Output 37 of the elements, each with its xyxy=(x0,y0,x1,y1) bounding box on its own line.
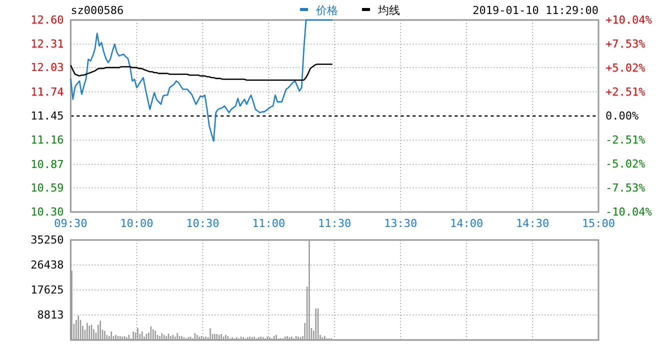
legend-label: 均线 xyxy=(377,4,400,17)
y2-tick-label: -5.02% xyxy=(606,158,646,171)
x-tick-label: 09:30 xyxy=(54,216,88,230)
y-tick-label: 17625 xyxy=(30,284,64,297)
y2-tick-label: 0.00% xyxy=(606,110,639,123)
x-tick-label: 14:00 xyxy=(450,216,484,230)
y-tick-label: 11.16 xyxy=(30,134,64,147)
y-tick-label: 26438 xyxy=(30,258,64,272)
x-tick-label: 15:00 xyxy=(582,216,616,230)
y-tick-label: 11.45 xyxy=(30,110,64,123)
y2-tick-label: +7.53% xyxy=(606,38,646,51)
y-tick-label: 10.30 xyxy=(30,206,64,219)
y2-tick-label: +5.02% xyxy=(606,62,646,75)
y-tick-label: 12.60 xyxy=(30,14,64,27)
x-tick-label: 10:30 xyxy=(186,216,220,230)
y-tick-label: 12.03 xyxy=(30,61,64,74)
y2-tick-label: -10.04% xyxy=(606,206,652,219)
y-tick-label: 8813 xyxy=(37,308,64,322)
x-tick-label: 13:30 xyxy=(384,216,418,230)
y-tick-label: 11.74 xyxy=(30,85,64,98)
x-tick-label: 11:00 xyxy=(252,216,286,230)
legend-label: 价格 xyxy=(315,4,338,17)
chart-title: sz000586 xyxy=(70,4,124,17)
line-series xyxy=(70,64,334,81)
x-tick-label: 11:30 xyxy=(318,216,352,230)
y2-tick-label: +10.04% xyxy=(606,14,652,27)
y2-tick-label: +2.51% xyxy=(606,86,646,99)
x-tick-label: 14:30 xyxy=(516,216,550,230)
y-tick-label: 35250 xyxy=(30,234,64,247)
y-tick-label: 10.59 xyxy=(30,181,64,194)
x-tick-label: 10:00 xyxy=(120,216,154,230)
y2-tick-label: -2.51% xyxy=(606,134,646,147)
chart-subtitle: 2019-01-10 11:29:00 xyxy=(472,4,598,17)
y-tick-label: 12.31 xyxy=(30,38,64,51)
y2-tick-label: -7.53% xyxy=(606,182,646,195)
y-tick-label: 10.87 xyxy=(30,158,64,171)
line-series xyxy=(70,19,334,142)
